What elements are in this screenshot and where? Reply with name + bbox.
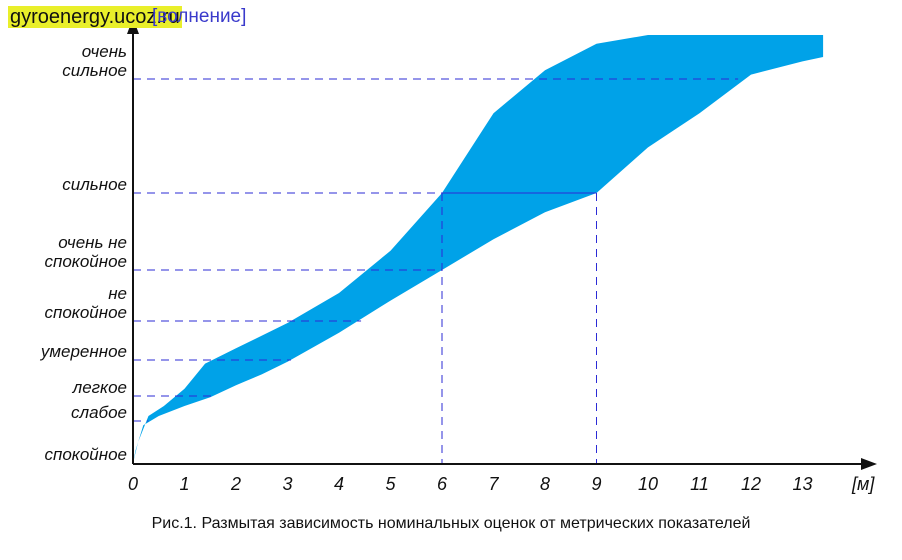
y-tick-line: очень (82, 42, 127, 61)
x-tick-label: 3 (282, 474, 292, 494)
x-axis-label: [м] (851, 474, 875, 494)
y-tick-label: не спокойное (44, 284, 127, 322)
y-tick-label: спокойное (44, 445, 127, 464)
x-tick-label: 5 (385, 474, 396, 494)
x-tick-label: 8 (540, 474, 550, 494)
y-tick-label: очень сильное (62, 42, 127, 80)
x-axis-arrow (861, 458, 877, 470)
guide-layer (133, 78, 739, 463)
y-axis-title: [волнение] (152, 6, 247, 27)
y-tick-label: слабое (71, 403, 127, 422)
y-tick-line: легкое (72, 378, 127, 397)
uncertainty-band (133, 35, 824, 463)
y-tick-line: очень не (58, 233, 127, 252)
x-tick-label: 12 (741, 474, 761, 494)
x-tick-label: 10 (638, 474, 658, 494)
x-tick-label: 6 (437, 474, 448, 494)
x-tick-label: 0 (128, 474, 138, 494)
y-tick-line: сильное (62, 61, 127, 80)
axis-layer (127, 18, 877, 470)
y-tick-line: спокойное (44, 303, 127, 322)
y-tick-line: слабое (71, 403, 127, 422)
y-tick-label: очень не спокойное (44, 233, 127, 271)
x-tick-label: 2 (230, 474, 241, 494)
y-tick-line: умеренное (40, 342, 127, 361)
x-tick-label: 7 (488, 474, 499, 494)
y-tick-label: сильное (62, 175, 127, 194)
figure-caption: Рис.1. Размытая зависимость номинальных … (151, 515, 751, 532)
y-tick-line: сильное (62, 175, 127, 194)
y-tick-line: спокойное (44, 445, 127, 464)
x-tick-label: 9 (591, 474, 601, 494)
y-tick-label: легкое (72, 378, 127, 397)
y-tick-label: умеренное (40, 342, 127, 361)
x-tick-label: 11 (690, 474, 709, 494)
x-tick-label: 1 (179, 474, 189, 494)
y-tick-line: спокойное (44, 252, 127, 271)
watermark: gyroenergy.ucoz.ru (8, 6, 182, 28)
band-layer (133, 35, 824, 463)
x-tick-label: 4 (334, 474, 344, 494)
x-tick-label: 13 (792, 474, 812, 494)
y-tick-line: не (108, 284, 127, 303)
